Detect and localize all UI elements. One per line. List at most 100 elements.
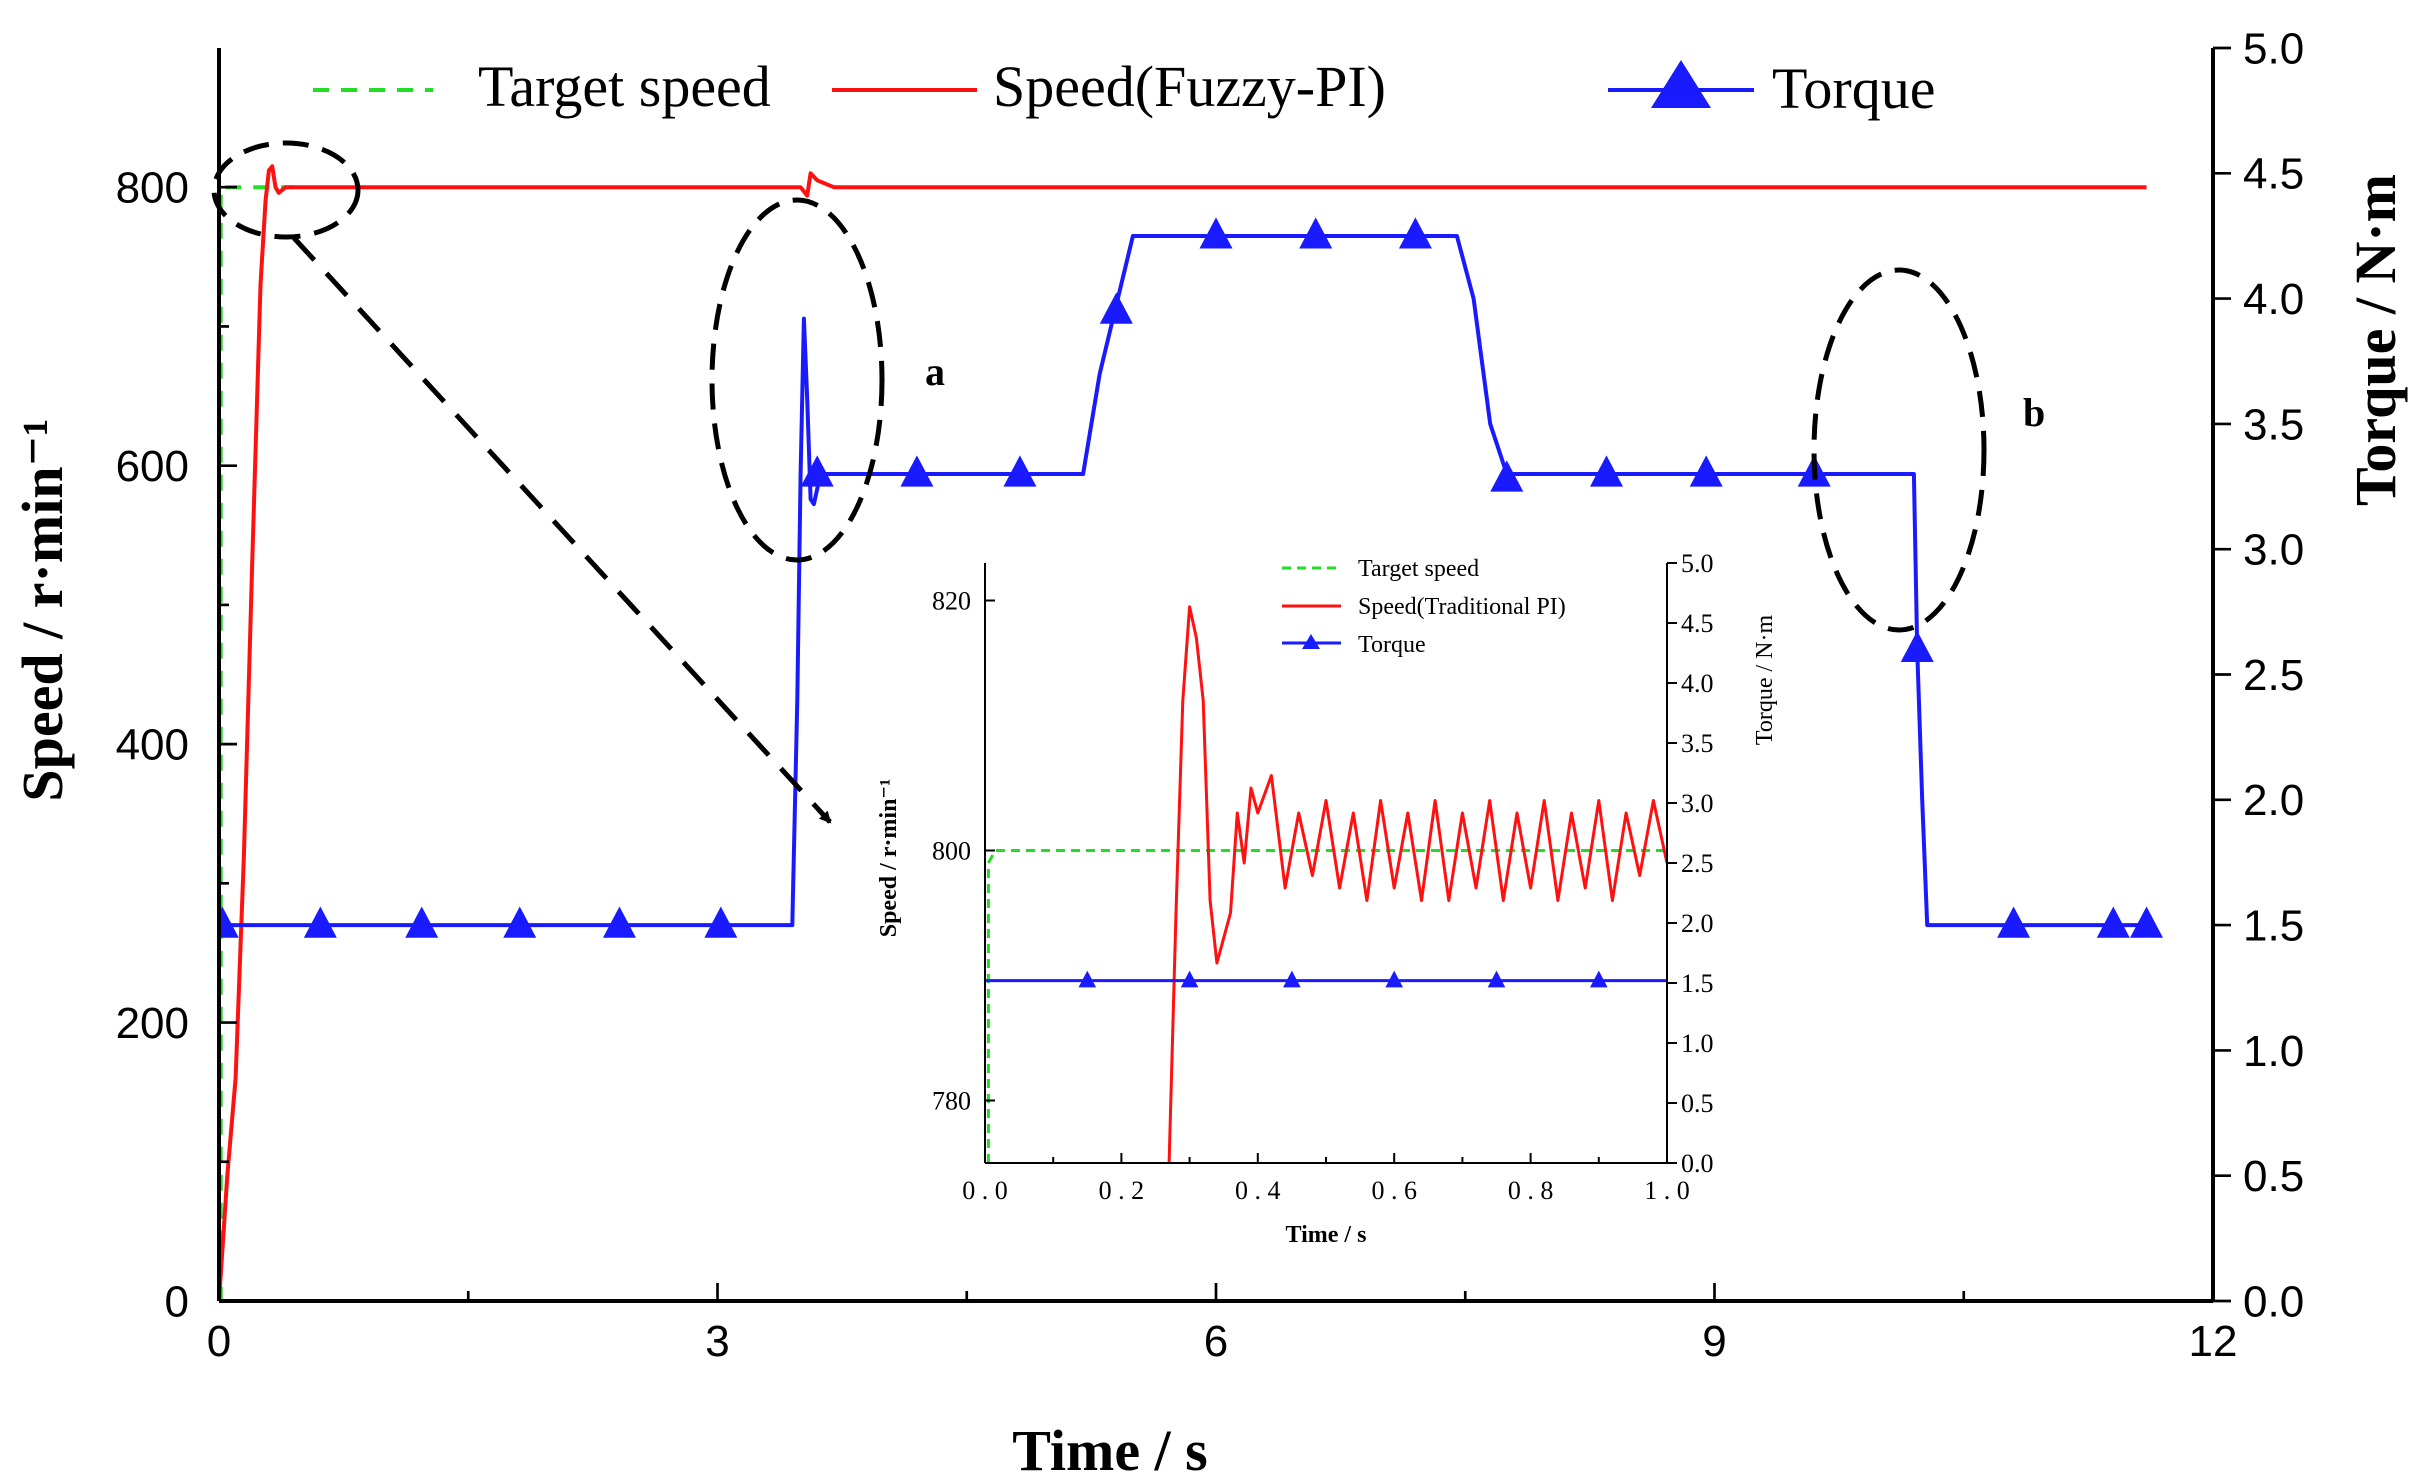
inset-y2-tick-label: 0.0 [1681,1149,1714,1178]
inset-x-tick-label: 1 . 0 [1644,1176,1690,1205]
main-x-tick-label: 9 [1702,1317,1726,1366]
inset-x-tick-label: 0 . 8 [1508,1176,1554,1205]
main-torque-marker [303,906,337,938]
main-legend: Target speed Speed(Fuzzy-PI) Torque [313,54,1935,121]
inset-series-speed-traditional-pi [1167,605,1667,1163]
inset-y2-tick-label: 3.0 [1681,789,1714,818]
zoom-region-ellipse [211,140,361,240]
main-y2-tick-label: 0.0 [2243,1277,2304,1326]
inset-legend-label-target-speed: Target speed [1358,556,1479,582]
inset-y2-tick-label: 2.0 [1681,909,1714,938]
inset-series-target-speed [986,849,1667,1163]
main-torque-marker [900,455,934,487]
main-torque-marker [1997,906,2031,938]
inset-x-tick-label: 0 . 4 [1235,1176,1281,1205]
main-y-tick-label: 800 [116,164,189,213]
legend-marker-torque [1651,60,1711,108]
inset-y2-tick-label: 1.0 [1681,1029,1714,1058]
main-torque-marker [1589,455,1623,487]
inset-y2-tick-label: 4.5 [1681,609,1714,638]
callout-ellipse-b [1811,267,1987,633]
annotation-b: b [2023,390,2045,435]
inset-series-layer [985,605,1667,1163]
main-y2-tick-label: 1.5 [2243,902,2304,951]
main-x-tick-label: 0 [207,1317,231,1366]
main-torque-marker [1199,217,1233,249]
main-y2-tick-label: 3.5 [2243,400,2304,449]
inset-torque-marker [1078,970,1097,988]
main-left-axis-title: Speed / r·min⁻¹ [10,418,75,801]
inset-left-axis-title: Speed / r·min⁻¹ [876,779,902,938]
annotation-a: a [925,349,945,394]
inset-x-axis-title: Time / s [1286,1222,1367,1248]
main-torque-marker [219,906,239,938]
main-y2-tick-label: 2.5 [2243,651,2304,700]
main-x-axis-title: Time / s [1012,1418,1208,1483]
inset-torque-marker [1590,970,1608,988]
main-y2-tick-label: 1.0 [2243,1027,2304,1076]
main-torque-marker [800,455,834,487]
main-torque-marker [602,906,636,938]
main-y-tick-label: 400 [116,721,189,770]
inset-legend-label-torque: Torque [1358,632,1426,658]
inset-torque-marker [1283,970,1301,988]
inset-x-tick-label: 0 . 2 [1099,1176,1145,1205]
main-x-tick-label: 6 [1204,1317,1228,1366]
inset-y-tick-label: 780 [932,1087,971,1116]
main-torque-marker [405,906,439,938]
main-y2-tick-label: 2.0 [2243,776,2304,825]
main-y2-tick-label: 5.0 [2243,24,2304,73]
main-torque-marker [2096,906,2130,938]
inset-torque-marker [1180,970,1199,988]
main-x-tick-label: 12 [2189,1317,2238,1366]
legend-label-target-speed: Target speed [478,54,771,119]
main-torque-marker [503,906,537,938]
main-ticks: 0 3 6 9 12 0 200 400 600 800 0.0 0.5 1.0 1.5 2.0 2.5 3.0… [116,24,2305,1366]
zoom-arrow [292,236,832,824]
callout-ellipse-a [709,197,885,563]
main-y2-tick-label: 0.5 [2243,1152,2304,1201]
main-y2-tick-label: 4.0 [2243,275,2304,324]
main-y2-tick-label: 3.0 [2243,526,2304,575]
inset-y2-tick-label: 5.0 [1681,549,1714,578]
main-torque-marker [1003,455,1037,487]
main-y-tick-label: 200 [116,999,189,1048]
inset-y2-tick-label: 2.5 [1681,849,1714,878]
main-torque-marker [1900,630,1934,663]
main-series-target-speed [219,185,294,1301]
inset-y2-tick-label: 1.5 [1681,969,1714,998]
legend-label-torque: Torque [1772,56,1935,121]
main-series-speed-fuzzy-pi [219,164,2147,1301]
main-torque-marker [1689,455,1723,487]
inset-x-tick-label: 0 . 0 [962,1176,1008,1205]
main-torque-marker [1299,217,1333,249]
inset-legend: Target speed Speed(Traditional PI) Torqu… [1282,556,1566,658]
inset-legend-marker-torque [1302,634,1320,649]
main-series-layer [219,164,2164,1301]
main-torque-marker [704,906,738,938]
inset-y-tick-label: 800 [932,837,971,866]
inset-right-axis-title: Torque / N·m [1752,615,1778,746]
main-series-torque [219,234,2147,928]
main-x-tick-label: 3 [705,1317,729,1366]
inset-legend-label-speed-traditional-pi: Speed(Traditional PI) [1358,594,1566,620]
inset-y2-tick-label: 3.5 [1681,729,1714,758]
main-plot: 0 3 6 9 12 0 200 400 600 800 0.0 0.5 1.0 1.5 2.0 2.5 3.0… [10,24,2408,1483]
main-y-tick-label: 0 [165,1277,189,1326]
inset-plot: 0 . 0 0 . 2 0 . 4 0 . 6 0 . 8 1 . 0 780 800 820 0… [876,549,1778,1248]
main-torque-marker [1490,460,1524,492]
inset-ticks: 0 . 0 0 . 2 0 . 4 0 . 6 0 . 8 1 . 0 780 800 820 0… [932,549,1714,1205]
inset-torque-marker [1385,970,1403,988]
inset-y-tick-label: 820 [932,587,971,616]
inset-y2-tick-label: 4.0 [1681,669,1714,698]
main-y-tick-label: 600 [116,442,189,491]
main-torque-marker [1398,217,1432,249]
main-right-axis-title: Torque / N·m [2343,174,2408,506]
inset-y2-tick-label: 0.5 [1681,1089,1714,1118]
main-torque-marker [2130,906,2164,938]
inset-torque-marker [1487,970,1506,988]
inset-x-tick-label: 0 . 6 [1371,1176,1417,1205]
main-y2-tick-label: 4.5 [2243,150,2304,199]
main-torque-marker [1099,292,1133,324]
